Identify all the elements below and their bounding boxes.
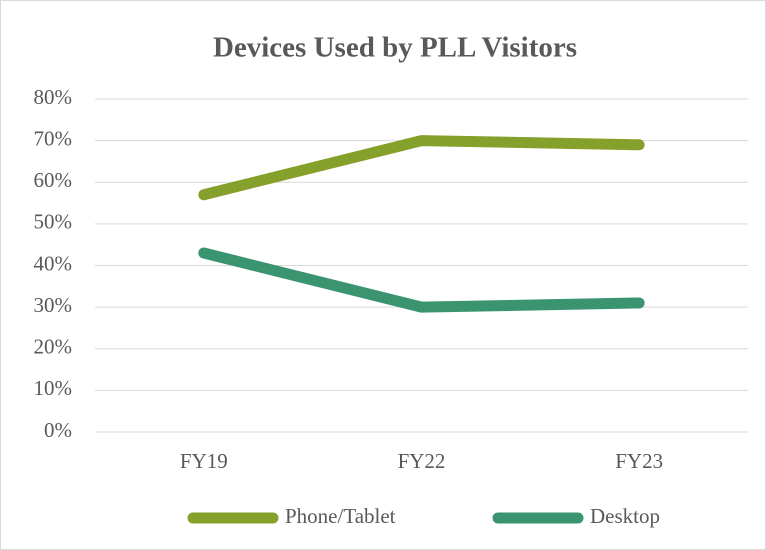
legend-label: Desktop xyxy=(590,504,660,528)
y-tick-label: 20% xyxy=(34,335,73,359)
y-tick-label: 80% xyxy=(34,85,73,109)
x-tick-label: FY22 xyxy=(398,449,446,473)
y-tick-label: 50% xyxy=(34,210,73,234)
y-tick-label: 10% xyxy=(34,376,73,400)
legend-label: Phone/Tablet xyxy=(285,504,396,528)
y-tick-label: 30% xyxy=(34,293,73,317)
x-tick-label: FY19 xyxy=(180,449,228,473)
y-tick-label: 70% xyxy=(34,126,73,150)
line-series xyxy=(198,135,645,201)
y-tick-label: 40% xyxy=(34,251,73,275)
x-tick-label: FY23 xyxy=(615,449,663,473)
line-series xyxy=(198,247,645,313)
y-tick-label: 60% xyxy=(34,168,73,192)
chart-title: Devices Used by PLL Visitors xyxy=(213,32,577,64)
y-tick-label: 0% xyxy=(44,418,72,442)
